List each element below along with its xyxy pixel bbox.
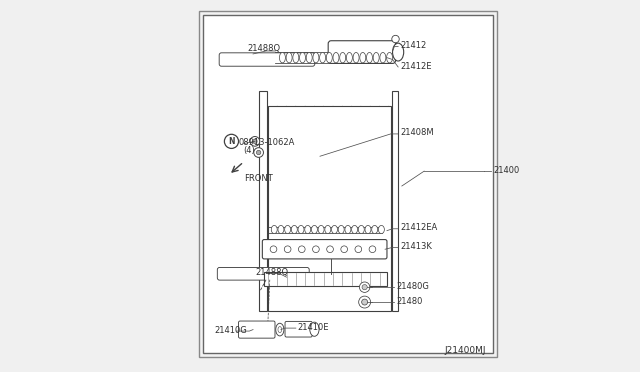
FancyBboxPatch shape [219,53,315,66]
Ellipse shape [378,225,385,234]
Ellipse shape [280,52,285,63]
Ellipse shape [345,225,351,234]
Ellipse shape [286,52,292,63]
Circle shape [360,282,370,292]
Text: FRONT: FRONT [244,174,273,183]
Text: 21480G: 21480G [396,282,429,291]
Bar [268,106,390,311]
FancyBboxPatch shape [218,267,309,280]
Text: 21488Q: 21488Q [255,268,288,277]
Ellipse shape [332,225,337,234]
Ellipse shape [305,225,310,234]
Circle shape [253,139,257,144]
Text: 08913-1062A: 08913-1062A [238,138,294,147]
Ellipse shape [319,52,326,63]
Circle shape [341,246,348,253]
FancyBboxPatch shape [262,240,387,259]
Text: 21412: 21412 [400,41,426,50]
Ellipse shape [392,43,404,61]
Bar [264,272,387,286]
FancyBboxPatch shape [203,15,493,353]
Ellipse shape [367,52,372,63]
Ellipse shape [285,225,291,234]
Text: N: N [228,137,235,146]
Circle shape [392,35,399,43]
Text: 21412EA: 21412EA [400,223,437,232]
Circle shape [369,246,376,253]
Ellipse shape [271,225,277,234]
Ellipse shape [300,52,305,63]
Text: (4): (4) [243,146,255,155]
Ellipse shape [346,52,353,63]
Ellipse shape [278,225,284,234]
FancyBboxPatch shape [239,321,275,338]
Circle shape [312,246,319,253]
Circle shape [358,296,371,308]
Ellipse shape [360,52,365,63]
Circle shape [270,246,277,253]
Text: J21400MJ: J21400MJ [444,346,486,355]
Text: 21412E: 21412E [400,62,431,71]
Bar [259,91,267,311]
Ellipse shape [276,323,284,336]
Ellipse shape [313,52,319,63]
Ellipse shape [333,52,339,63]
Circle shape [284,246,291,253]
Ellipse shape [278,327,282,333]
Ellipse shape [365,225,371,234]
Ellipse shape [325,225,331,234]
Text: 21480: 21480 [396,297,422,306]
Circle shape [326,246,333,253]
Text: 21488Q: 21488Q [248,44,280,53]
Bar [268,106,390,311]
Ellipse shape [351,225,358,234]
FancyBboxPatch shape [199,11,497,357]
Circle shape [254,148,264,157]
Circle shape [257,150,261,155]
Ellipse shape [306,52,312,63]
Circle shape [298,246,305,253]
Ellipse shape [312,225,317,234]
Ellipse shape [387,52,392,63]
Ellipse shape [293,52,299,63]
Circle shape [362,299,367,305]
FancyBboxPatch shape [285,321,312,337]
Ellipse shape [326,52,332,63]
Circle shape [362,285,367,290]
Circle shape [355,246,362,253]
FancyBboxPatch shape [328,41,396,64]
Text: 21408M: 21408M [400,128,434,137]
Ellipse shape [372,225,378,234]
Text: 21410E: 21410E [297,323,328,332]
Ellipse shape [353,52,359,63]
Ellipse shape [373,52,379,63]
Ellipse shape [318,225,324,234]
Ellipse shape [380,52,386,63]
Bar [392,91,399,311]
Text: 21413K: 21413K [400,242,432,251]
Ellipse shape [338,225,344,234]
Ellipse shape [340,52,346,63]
Ellipse shape [298,225,304,234]
Text: 21400: 21400 [493,166,519,175]
Ellipse shape [291,225,298,234]
Text: 21410G: 21410G [214,326,247,335]
Circle shape [225,134,239,148]
Ellipse shape [310,322,319,336]
Ellipse shape [358,225,364,234]
Circle shape [250,137,260,146]
